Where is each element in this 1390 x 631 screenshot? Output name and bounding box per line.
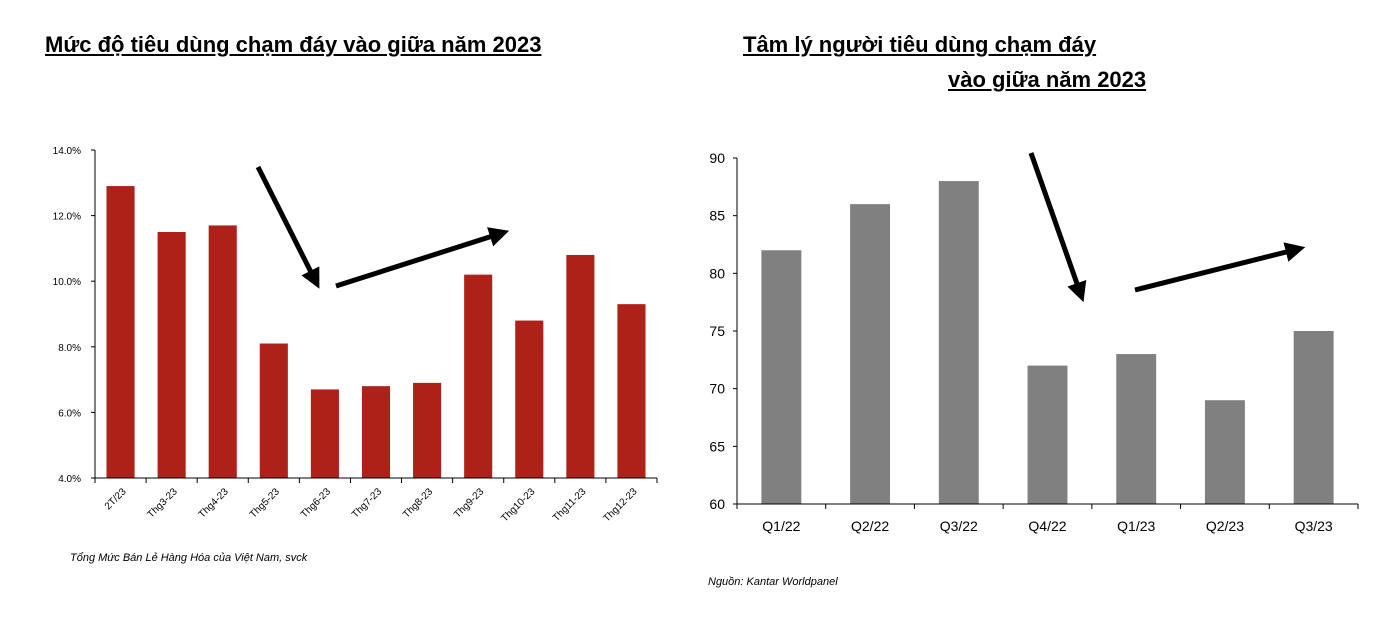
bar: Thg8-23: 6.9 <box>413 382 442 478</box>
x-tick-label: Thg8-23 <box>401 486 435 520</box>
x-tick-label: Q2/22 <box>851 518 889 534</box>
right-chart-title-line2: vào giữa năm 2023 <box>948 67 1147 92</box>
bar: Thg12-23: 9.3 <box>617 304 646 478</box>
bar: Thg11-23: 10.8 <box>566 254 595 478</box>
bar: Q3/22: 88 <box>938 181 979 505</box>
y-tick-label: 8.0% <box>58 343 81 354</box>
y-tick-label: 4.0% <box>58 474 81 485</box>
right-chart-title-line1: Tâm lý người tiêu dùng chạm đáy <box>743 32 1097 57</box>
bar: 2T/23: 12.9 <box>106 186 135 478</box>
bar: Q1/23: 73 <box>1116 354 1157 504</box>
left-chart-title: Mức độ tiêu dùng chạm đáy vào giữa năm 2… <box>45 32 542 57</box>
y-tick-label: 90 <box>709 150 725 166</box>
bar: Thg6-23: 6.7 <box>310 389 339 478</box>
x-tick-label: Thg11-23 <box>551 486 589 524</box>
y-tick-label: 12.0% <box>53 212 81 223</box>
up-arrow-icon <box>1134 242 1306 293</box>
bar: Q3/23: 75 <box>1293 331 1334 504</box>
left-chart-source: Tổng Mức Bán Lẻ Hàng Hóa của Việt Nam, s… <box>70 552 308 564</box>
y-tick-label: 70 <box>709 381 725 397</box>
x-tick-label: 2T/23 <box>103 486 129 512</box>
y-tick-label: 60 <box>709 496 725 512</box>
x-tick-label: Thg5-23 <box>248 486 282 520</box>
bar: Q2/22: 86 <box>850 204 891 504</box>
bar: Q1/22: 82 <box>761 250 802 504</box>
up-arrow-icon <box>335 227 510 289</box>
x-tick-label: Thg9-23 <box>452 486 486 520</box>
x-tick-label: Q1/23 <box>1117 518 1155 534</box>
bar: Thg10-23: 8.8 <box>515 320 544 478</box>
y-tick-label: 85 <box>709 208 725 224</box>
x-tick-label: Thg7-23 <box>350 486 384 520</box>
x-tick-label: Q3/23 <box>1295 518 1333 534</box>
down-arrow-icon <box>1028 152 1087 303</box>
y-tick-label: 14.0% <box>53 146 81 157</box>
chart-0: 2T/23: 12.9 2T/23 Thg3-23: 11.5 Thg3-23 Thg4… <box>53 146 658 524</box>
x-tick-label: Thg3-23 <box>146 486 180 520</box>
x-tick-label: Q4/22 <box>1028 518 1066 534</box>
bar: Thg7-23: 6.8 <box>361 386 391 478</box>
x-tick-label: Thg10-23 <box>499 486 537 524</box>
x-tick-label: Q2/23 <box>1206 518 1244 534</box>
y-tick-label: 65 <box>709 438 725 454</box>
x-tick-label: Q3/22 <box>940 518 978 534</box>
bar: Q2/23: 69 <box>1204 400 1245 504</box>
y-tick-label: 10.0% <box>53 277 81 288</box>
bar: Q4/22: 72 <box>1027 365 1068 504</box>
bar: Thg4-23: 11.7 <box>208 225 237 478</box>
x-tick-label: Thg12-23 <box>602 486 640 524</box>
bar: Thg5-23: 8.1 <box>259 343 288 478</box>
x-tick-label: Thg6-23 <box>299 486 333 520</box>
y-tick-label: 6.0% <box>58 408 81 419</box>
y-tick-label: 80 <box>709 265 725 281</box>
x-tick-label: Q1/22 <box>762 518 800 534</box>
down-arrow-icon <box>255 165 320 289</box>
bar: Thg3-23: 11.5 <box>157 232 186 478</box>
y-tick-label: 75 <box>709 323 725 339</box>
bar: Thg9-23: 10.2 <box>464 274 493 478</box>
chart-1: Q1/22: 82 Q1/22 Q2/22: 86 Q2/22 Q3/22: 88 Q3/… <box>709 150 1359 534</box>
x-tick-label: Thg4-23 <box>197 486 231 520</box>
right-chart-source: Nguồn: Kantar Worldpanel <box>708 576 838 588</box>
